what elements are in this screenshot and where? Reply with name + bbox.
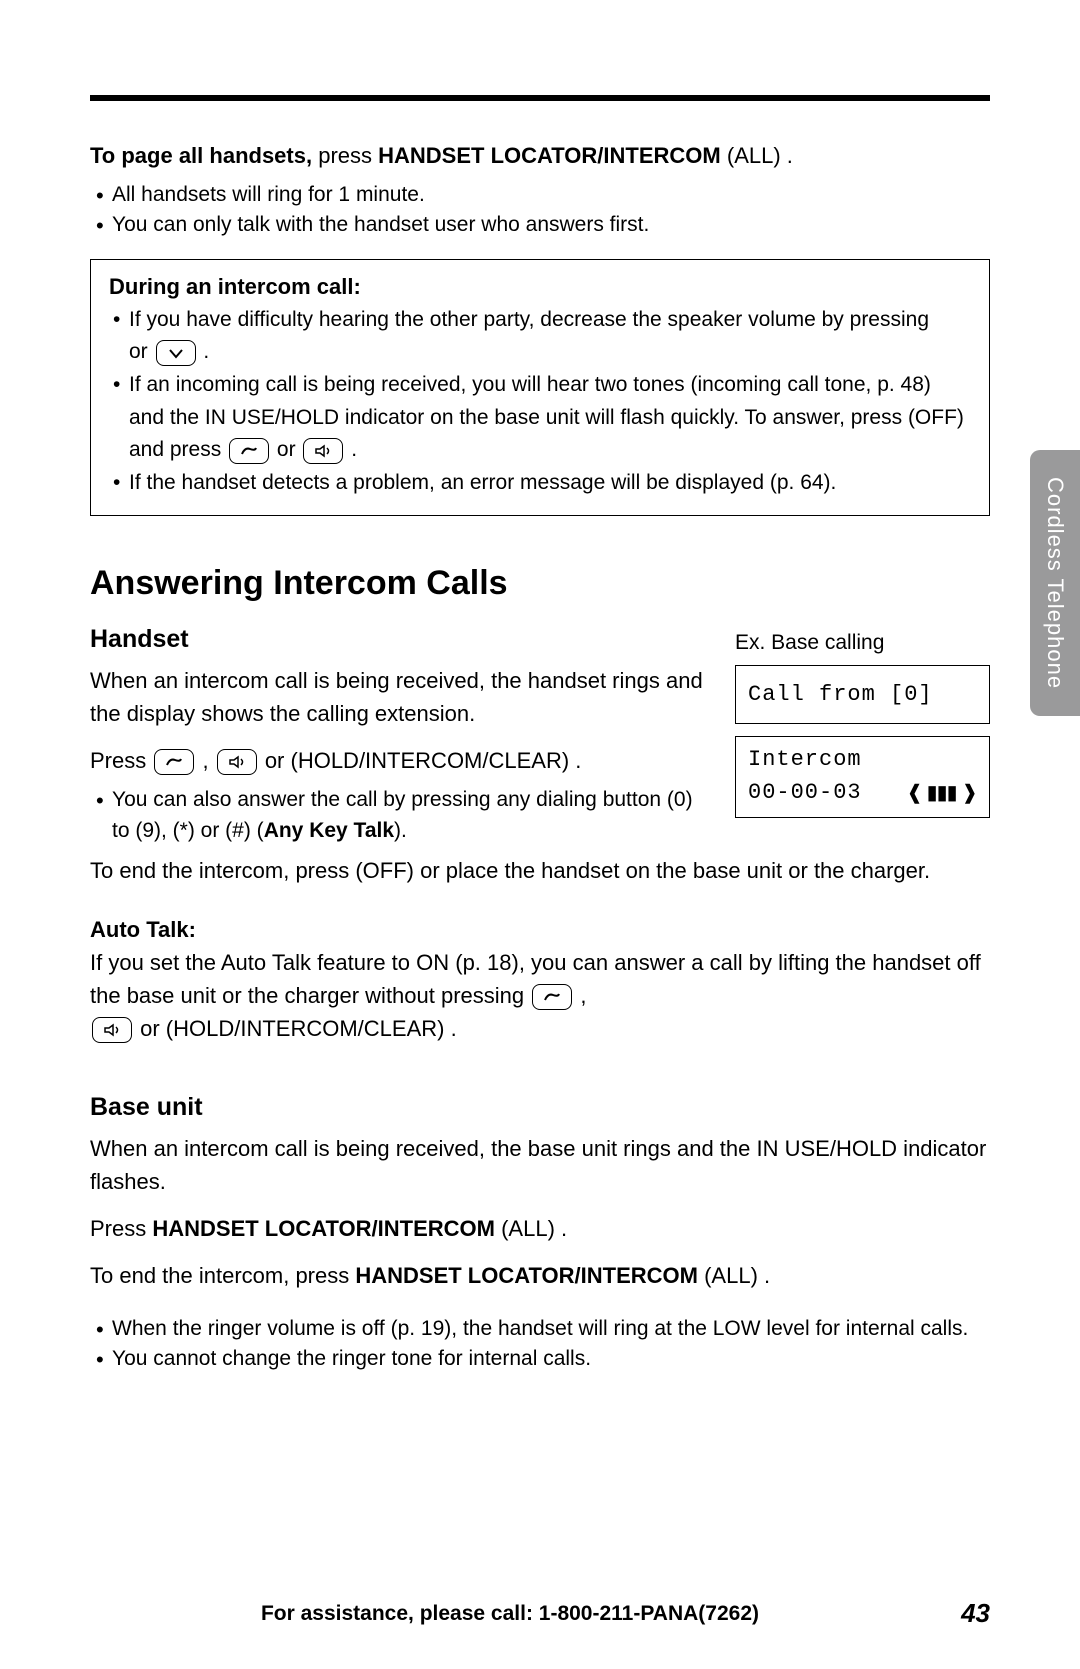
info-box-title: During an intercom call:: [109, 274, 971, 300]
intro-bold2: HANDSET LOCATOR/INTERCOM: [378, 143, 721, 168]
speaker-icon: [92, 1017, 132, 1043]
base-p2: Press HANDSET LOCATOR/INTERCOM (ALL) .: [90, 1212, 990, 1245]
intro-bullet-2: You can only talk with the handset user …: [90, 210, 990, 240]
battery-icon: ❰ ▮▮▮ ❱: [906, 780, 977, 805]
intro-bold1: To page all handsets,: [90, 143, 312, 168]
lcd2-line1: Intercom: [748, 747, 977, 772]
intro-bullet-1: All handsets will ring for 1 minute.: [90, 180, 990, 210]
lcd-display-1: Call from [0]: [735, 665, 990, 724]
base-bullet-2: You cannot change the ringer tone for in…: [90, 1344, 990, 1374]
talk-icon: [229, 438, 269, 464]
auto-talk: Auto Talk: If you set the Auto Talk feat…: [90, 913, 990, 1045]
footer: For assistance, please call: 1-800-211-P…: [90, 1598, 990, 1629]
auto-talk-title: Auto Talk:: [90, 917, 196, 942]
intro-line: To page all handsets, press HANDSET LOCA…: [90, 139, 990, 172]
info-bullet-2: If an incoming call is being received, y…: [109, 369, 971, 467]
page-number: 43: [930, 1598, 990, 1629]
handset-bullets: You can also answer the call by pressing…: [90, 785, 705, 846]
intro-mid: press: [312, 143, 378, 168]
handset-section: Handset When an intercom call is being r…: [90, 625, 990, 854]
lcd2-time: 00-00-03: [748, 780, 862, 805]
handset-title: Handset: [90, 625, 705, 654]
base-bullet-1: When the ringer volume is off (p. 19), t…: [90, 1314, 990, 1344]
section-title: Answering Intercom Calls: [90, 564, 990, 603]
talk-icon: [532, 984, 572, 1010]
handset-p3: To end the intercom, press (OFF) or plac…: [90, 854, 990, 887]
handset-bullet-1: You can also answer the call by pressing…: [90, 785, 705, 846]
base-p3: To end the intercom, press HANDSET LOCAT…: [90, 1259, 990, 1292]
intro-tail: (ALL) .: [721, 143, 793, 168]
handset-p2: Press , or (HOLD/INTERCOM/CLEAR) .: [90, 744, 705, 777]
speaker-icon: [303, 438, 343, 464]
top-rule: [90, 95, 990, 101]
base-bullets: When the ringer volume is off (p. 19), t…: [90, 1314, 990, 1375]
intro-bullets: All handsets will ring for 1 minute. You…: [90, 180, 990, 241]
page-content: To page all handsets, press HANDSET LOCA…: [0, 0, 1080, 1669]
info-bullet-1: If you have difficulty hearing the other…: [109, 304, 971, 369]
handset-p1: When an intercom call is being received,…: [90, 664, 705, 730]
example-label: Ex. Base calling: [735, 631, 990, 655]
down-arrow-icon: [156, 340, 196, 366]
lcd-display-2: Intercom 00-00-03 ❰ ▮▮▮ ❱: [735, 736, 990, 818]
talk-icon: [154, 749, 194, 775]
speaker-icon: [217, 749, 257, 775]
footer-assist: For assistance, please call: 1-800-211-P…: [90, 1602, 930, 1626]
base-title: Base unit: [90, 1093, 990, 1122]
base-p1: When an intercom call is being received,…: [90, 1132, 990, 1198]
info-bullet-3: If the handset detects a problem, an err…: [109, 467, 971, 500]
info-box: During an intercom call: If you have dif…: [90, 259, 990, 516]
